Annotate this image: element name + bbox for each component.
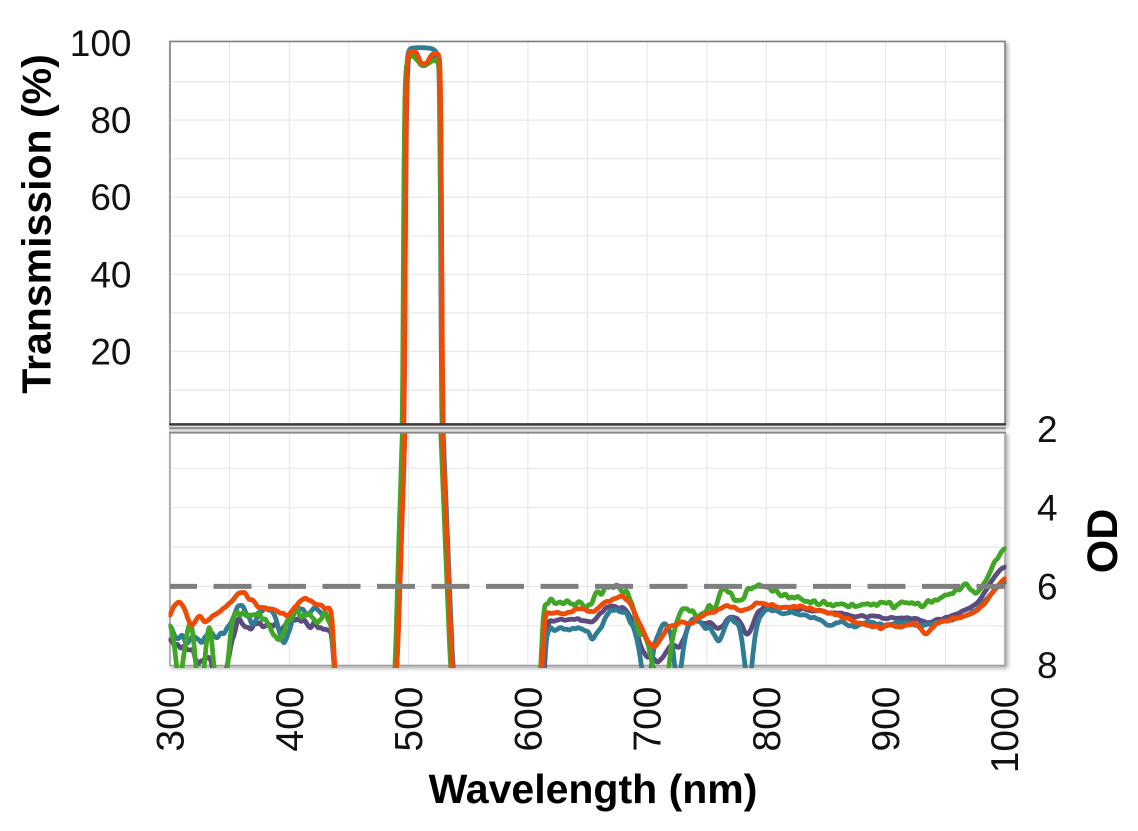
svg-text:1000: 1000 xyxy=(984,687,1027,774)
svg-text:40: 40 xyxy=(90,254,131,295)
svg-text:700: 700 xyxy=(627,687,670,752)
svg-text:500: 500 xyxy=(388,687,431,752)
svg-text:8: 8 xyxy=(1037,645,1058,686)
svg-text:2: 2 xyxy=(1037,409,1058,450)
svg-text:600: 600 xyxy=(507,687,550,752)
svg-text:400: 400 xyxy=(269,687,312,752)
svg-text:OD: OD xyxy=(1079,509,1127,574)
svg-text:800: 800 xyxy=(746,687,789,752)
svg-text:100: 100 xyxy=(70,23,132,64)
svg-text:300: 300 xyxy=(150,687,193,752)
svg-text:900: 900 xyxy=(865,687,908,752)
svg-text:80: 80 xyxy=(90,100,131,141)
svg-text:6: 6 xyxy=(1037,566,1058,607)
svg-text:Transmission (%): Transmission (%) xyxy=(14,54,60,393)
svg-text:4: 4 xyxy=(1037,488,1058,529)
svg-text:60: 60 xyxy=(90,177,131,218)
svg-text:20: 20 xyxy=(90,331,131,372)
svg-text:Wavelength (nm): Wavelength (nm) xyxy=(429,766,758,812)
